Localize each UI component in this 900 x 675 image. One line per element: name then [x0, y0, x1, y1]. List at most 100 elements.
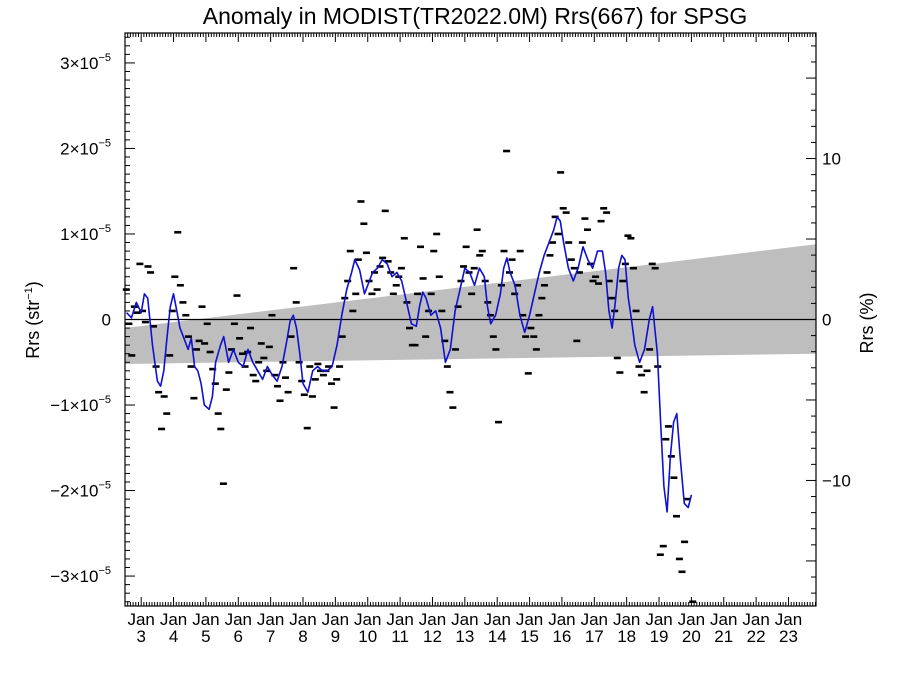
data-point — [346, 249, 354, 253]
x-tick-label-year: 21 — [714, 627, 733, 646]
smoothed-line — [126, 216, 693, 513]
data-point — [316, 369, 324, 373]
data-point — [392, 283, 400, 287]
data-point — [673, 514, 681, 518]
data-point — [336, 365, 344, 368]
x-tick-label-month: Jan — [451, 610, 478, 629]
data-point — [427, 292, 435, 296]
data-point — [128, 354, 136, 357]
data-point — [546, 254, 554, 257]
data-point — [540, 283, 548, 287]
data-point — [640, 390, 648, 394]
data-point — [371, 271, 379, 274]
data-point — [255, 360, 263, 364]
x-tick-label-month: Jan — [289, 610, 316, 629]
data-point — [209, 367, 217, 371]
data-point — [141, 320, 149, 324]
data-point — [597, 219, 605, 223]
x-tick-label-year: 10 — [358, 627, 377, 646]
y-axis-left-title: Rrs (str−1) — [23, 281, 43, 359]
x-tick-label-year: 19 — [650, 627, 669, 646]
data-point — [190, 396, 198, 400]
data-point — [449, 406, 457, 409]
data-point — [522, 335, 530, 338]
data-point — [473, 228, 481, 232]
x-tick-label-month: Jan — [127, 610, 154, 629]
data-point — [303, 426, 311, 430]
data-point — [357, 200, 365, 203]
y-right-tick-label: 10 — [822, 150, 841, 169]
data-point — [125, 322, 133, 326]
data-point — [684, 497, 692, 501]
x-tick-label-year: 14 — [488, 627, 507, 646]
data-point — [567, 258, 575, 261]
data-point — [414, 292, 422, 296]
data-point — [530, 335, 538, 338]
data-point — [160, 395, 168, 398]
data-point — [384, 260, 392, 263]
x-tick-label-year: 6 — [234, 627, 243, 646]
data-point — [265, 345, 273, 349]
data-point — [638, 373, 646, 377]
data-point — [405, 326, 413, 330]
data-point — [171, 275, 179, 279]
data-point — [559, 207, 567, 210]
x-tick-label-month: Jan — [775, 610, 802, 629]
data-point — [292, 301, 300, 304]
data-point — [389, 292, 397, 296]
data-point — [238, 352, 246, 356]
data-point — [206, 350, 214, 354]
data-point — [664, 425, 672, 428]
data-point — [201, 342, 209, 345]
y-axis-left-title-end: ) — [23, 281, 43, 287]
y-left-tick-label: −2×10−5 — [50, 480, 111, 501]
data-point — [629, 266, 637, 270]
data-point — [562, 211, 570, 214]
data-point — [230, 322, 238, 326]
data-point — [527, 326, 535, 330]
x-tick-label-year: 4 — [169, 627, 178, 646]
x-tick-label-month: Jan — [419, 610, 446, 629]
data-point — [616, 371, 624, 374]
data-point — [416, 245, 424, 249]
data-point — [217, 427, 225, 431]
data-point — [519, 313, 527, 317]
data-point — [570, 266, 578, 270]
data-point — [195, 339, 203, 343]
x-tick-label-year: 22 — [747, 627, 766, 646]
data-point — [247, 326, 255, 330]
x-tick-label-month: Jan — [322, 610, 349, 629]
y-left-tick-mantissa: 2×10 — [60, 139, 98, 158]
y-left-tick-label: 3×10−5 — [60, 52, 111, 73]
x-tick-label-month: Jan — [613, 610, 640, 629]
data-point — [271, 373, 279, 377]
x-tick-label-year: 16 — [552, 627, 571, 646]
data-point — [451, 348, 459, 351]
data-point — [193, 348, 201, 351]
data-point — [163, 412, 171, 415]
y-left-tick-exponent: −5 — [98, 480, 111, 492]
x-tick-label-month: Jan — [386, 610, 413, 629]
data-point — [257, 342, 265, 345]
data-point — [249, 373, 257, 377]
data-point — [573, 339, 581, 343]
data-point — [581, 217, 589, 220]
x-tick-label-month: Jan — [710, 610, 737, 629]
y-left-tick-label: −3×10−5 — [50, 565, 111, 586]
data-point — [338, 335, 346, 338]
data-point — [236, 337, 244, 340]
data-point — [176, 283, 184, 287]
data-point — [632, 309, 640, 313]
y-left-tick-mantissa: 1×10 — [60, 225, 98, 244]
y-axis-right-title: Rrs (%) — [857, 293, 877, 354]
data-point — [578, 241, 586, 244]
x-tick-label-month: Jan — [257, 610, 284, 629]
y-left-tick-label: −1×10−5 — [50, 394, 111, 415]
data-point — [656, 553, 664, 556]
data-point — [381, 209, 389, 213]
data-point — [179, 301, 187, 304]
data-point — [689, 600, 697, 604]
x-tick-label-year: 3 — [136, 627, 145, 646]
data-point — [138, 309, 146, 313]
x-tick-label-year: 8 — [298, 627, 307, 646]
